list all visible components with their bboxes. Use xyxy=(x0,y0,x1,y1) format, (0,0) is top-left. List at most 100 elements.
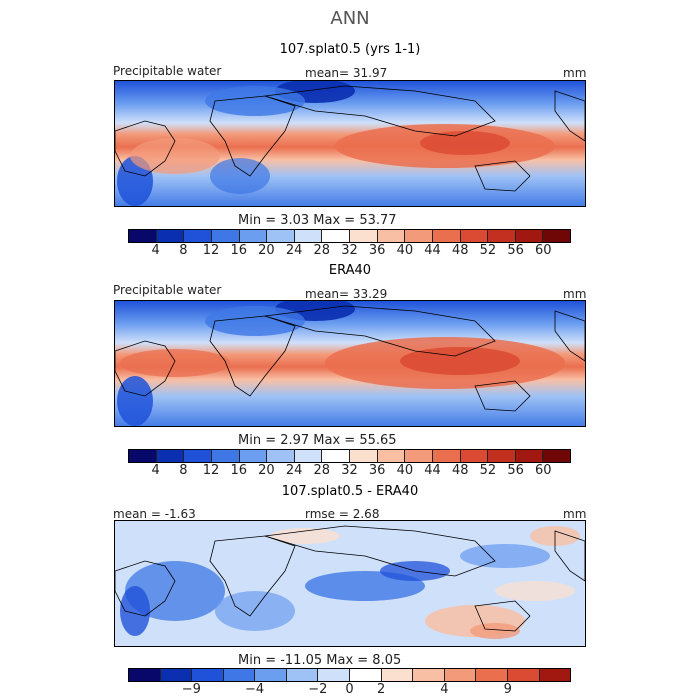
panel-3-units-label: mm xyxy=(563,507,587,521)
colorbar-swatch xyxy=(413,669,445,681)
colorbar-tick-label: 40 xyxy=(396,243,414,258)
colorbar-swatch xyxy=(539,669,571,681)
panel-1-mean-label: mean= 31.97 xyxy=(305,66,388,80)
colorbar-swatch xyxy=(211,450,240,462)
panel-2-colorbar-ticks: 4 8 12 16 20 24 28 32 36 40 44 48 52 56 60 xyxy=(128,463,571,479)
panel-3-mean-label: mean = -1.63 xyxy=(113,507,196,521)
colorbar-swatch xyxy=(432,230,461,242)
panel-1-units-label: mm xyxy=(563,66,587,80)
panel-3-map xyxy=(114,520,586,647)
panel-2-title: ERA40 xyxy=(328,263,372,278)
panel-1-map xyxy=(114,80,586,207)
colorbar-swatch xyxy=(515,450,544,462)
colorbar-swatch xyxy=(184,450,212,462)
colorbar-tick-label: 4 xyxy=(151,463,160,478)
colorbar-swatch xyxy=(322,450,350,462)
colorbar-swatch xyxy=(192,669,224,681)
colorbar-tick-label: 8 xyxy=(179,463,188,478)
colorbar-tick-label: 40 xyxy=(396,463,414,478)
colorbar-tick-label: −9 xyxy=(181,682,201,697)
panel-1-minmax: Min = 3.03 Max = 53.77 xyxy=(238,213,397,228)
colorbar-swatch xyxy=(350,450,378,462)
colorbar-swatch xyxy=(543,450,570,462)
colorbar-tick-label: 44 xyxy=(424,243,441,258)
colorbar-tick-label: 48 xyxy=(451,463,469,478)
colorbar-tick-label: 36 xyxy=(368,463,386,478)
panel-1-variable-label: Precipitable water xyxy=(113,64,222,78)
colorbar-swatch xyxy=(184,230,212,242)
colorbar-tick-label: 36 xyxy=(368,243,386,258)
colorbar-tick-label: 12 xyxy=(202,463,220,478)
colorbar-tick-label: 24 xyxy=(285,463,303,478)
colorbar-tick-label: 16 xyxy=(230,243,248,258)
colorbar-tick-label: 56 xyxy=(507,463,524,478)
colorbar-swatch xyxy=(460,230,489,242)
colorbar-swatch xyxy=(129,450,157,462)
colorbar-swatch xyxy=(515,230,544,242)
colorbar-swatch xyxy=(350,230,378,242)
colorbar-tick-label: 4 xyxy=(151,243,160,258)
colorbar-tick-label: 2 xyxy=(377,682,386,697)
panel-2-map xyxy=(114,300,586,427)
colorbar-swatch xyxy=(405,230,433,242)
colorbar-swatch xyxy=(444,669,477,681)
colorbar-tick-label: 52 xyxy=(479,463,497,478)
colorbar-tick-label: 24 xyxy=(285,243,303,258)
colorbar-swatch xyxy=(488,450,516,462)
colorbar-swatch xyxy=(239,450,268,462)
colorbar-swatch xyxy=(129,230,157,242)
colorbar-tick-label: 9 xyxy=(503,682,512,697)
colorbar-tick-label: 48 xyxy=(451,243,469,258)
colorbar-tick-label: 20 xyxy=(258,243,275,258)
colorbar-swatch xyxy=(211,230,240,242)
colorbar-swatch xyxy=(476,669,508,681)
panel-3-minmax: Min = -11.05 Max = 8.05 xyxy=(238,653,402,668)
colorbar-swatch xyxy=(460,450,489,462)
panel-2-mean-label: mean= 33.29 xyxy=(305,287,388,301)
colorbar-tick-label: 8 xyxy=(179,243,188,258)
panel-3-rmse-label: rmse = 2.68 xyxy=(305,507,380,521)
panel-1-colorbar-ticks: 4 8 12 16 20 24 28 32 36 40 44 48 52 56 60 xyxy=(128,243,571,259)
colorbar-tick-label: 44 xyxy=(424,463,441,478)
colorbar-swatch xyxy=(377,230,406,242)
colorbar-swatch xyxy=(267,450,295,462)
colorbar-tick-label: 4 xyxy=(440,682,449,697)
colorbar-swatch xyxy=(488,230,516,242)
colorbar-tick-label: 28 xyxy=(313,243,331,258)
colorbar-swatch xyxy=(267,230,295,242)
colorbar-tick-label: 52 xyxy=(479,243,497,258)
panel-3-colorbar-ticks: −9 −4 −2 0 2 4 9 xyxy=(128,682,571,698)
panel-3-map-field xyxy=(115,521,585,646)
colorbar-swatch xyxy=(294,230,323,242)
panel-2-colorbar xyxy=(128,449,571,463)
colorbar-tick-label: 16 xyxy=(230,463,248,478)
colorbar-swatch xyxy=(405,450,433,462)
colorbar-tick-label: 56 xyxy=(507,243,524,258)
colorbar-tick-label: 32 xyxy=(341,243,358,258)
colorbar-swatch xyxy=(381,669,414,681)
colorbar-swatch xyxy=(432,450,461,462)
colorbar-swatch xyxy=(223,669,256,681)
panel-2-variable-label: Precipitable water xyxy=(113,283,222,297)
colorbar-tick-label: 60 xyxy=(535,463,552,478)
colorbar-swatch xyxy=(156,230,185,242)
panel-1-map-field xyxy=(115,81,585,206)
colorbar-swatch xyxy=(160,669,193,681)
colorbar-tick-label: 60 xyxy=(535,243,552,258)
colorbar-swatch xyxy=(286,669,319,681)
colorbar-tick-label: 32 xyxy=(341,463,358,478)
colorbar-swatch xyxy=(318,669,351,681)
panel-2-units-label: mm xyxy=(563,287,587,301)
panel-3-title: 107.splat0.5 - ERA40 xyxy=(281,484,419,499)
colorbar-tick-label: −2 xyxy=(308,682,328,697)
colorbar-swatch xyxy=(255,669,287,681)
panel-3-colorbar xyxy=(128,668,571,682)
colorbar-tick-label: 20 xyxy=(258,463,275,478)
colorbar-swatch xyxy=(294,450,323,462)
colorbar-swatch xyxy=(350,669,382,681)
colorbar-swatch xyxy=(543,230,570,242)
panel-1-title: 107.splat0.5 (yrs 1-1) xyxy=(279,42,421,57)
colorbar-tick-label: 0 xyxy=(345,682,354,697)
colorbar-tick-label: −4 xyxy=(244,682,265,697)
panel-2-minmax: Min = 2.97 Max = 55.65 xyxy=(238,433,397,448)
